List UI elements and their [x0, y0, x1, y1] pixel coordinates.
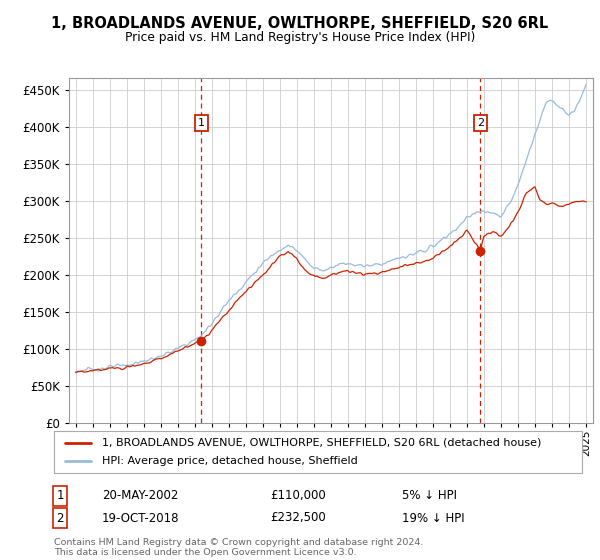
Text: HPI: Average price, detached house, Sheffield: HPI: Average price, detached house, Shef…	[101, 456, 357, 466]
Text: 2: 2	[477, 118, 484, 128]
Text: 2: 2	[56, 511, 64, 525]
Text: 5% ↓ HPI: 5% ↓ HPI	[402, 489, 457, 502]
Text: 1: 1	[56, 489, 64, 502]
Text: 19-OCT-2018: 19-OCT-2018	[102, 511, 179, 525]
Text: Contains HM Land Registry data © Crown copyright and database right 2024.
This d: Contains HM Land Registry data © Crown c…	[54, 538, 424, 557]
Text: £110,000: £110,000	[270, 489, 326, 502]
Text: Price paid vs. HM Land Registry's House Price Index (HPI): Price paid vs. HM Land Registry's House …	[125, 31, 475, 44]
Text: £232,500: £232,500	[270, 511, 326, 525]
Text: 1, BROADLANDS AVENUE, OWLTHORPE, SHEFFIELD, S20 6RL: 1, BROADLANDS AVENUE, OWLTHORPE, SHEFFIE…	[52, 16, 548, 31]
Text: 1: 1	[198, 118, 205, 128]
Text: 20-MAY-2002: 20-MAY-2002	[102, 489, 178, 502]
Text: 1, BROADLANDS AVENUE, OWLTHORPE, SHEFFIELD, S20 6RL (detached house): 1, BROADLANDS AVENUE, OWLTHORPE, SHEFFIE…	[101, 438, 541, 448]
Text: 19% ↓ HPI: 19% ↓ HPI	[402, 511, 464, 525]
